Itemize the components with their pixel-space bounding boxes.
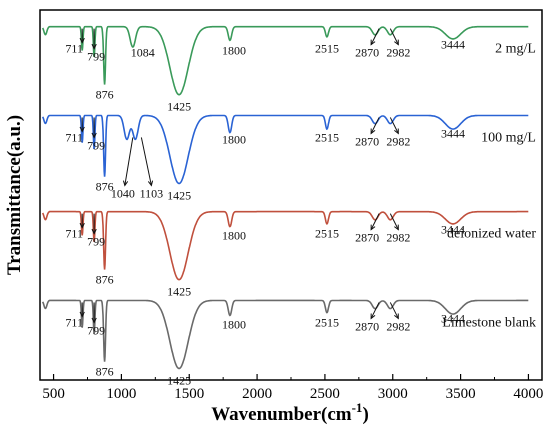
x-tick-label: 2500 (310, 386, 340, 402)
x-tick-label: 1500 (174, 386, 204, 402)
peak-arrowhead (79, 126, 85, 133)
x-axis-label-main: Wavenumber (211, 404, 321, 425)
peak-label: 2515 (315, 42, 339, 56)
x-axis-label: Wavenumber(cm-1) (211, 400, 369, 425)
peak-arrow (389, 302, 399, 319)
peak-arrowhead (370, 128, 376, 135)
peak-arrowhead (370, 313, 376, 320)
peak-label: 1425 (167, 188, 191, 202)
peak-arrow (370, 302, 380, 319)
peak-label: 3444 (441, 126, 465, 140)
peak-label: 711 (65, 130, 83, 144)
series-legend-label: 100 mg/L (481, 130, 536, 145)
peak-label: 1800 (222, 229, 246, 243)
peak-label: 2982 (386, 231, 410, 245)
peak-label: 876 (96, 87, 114, 101)
peak-arrow (370, 28, 380, 45)
peak-label: 2515 (315, 227, 339, 241)
peak-arrowhead (370, 39, 376, 46)
peak-arrowhead (91, 228, 97, 235)
peak-label: 1800 (222, 132, 246, 146)
x-axis-label-close: ) (362, 404, 368, 425)
x-tick-label: 4000 (513, 386, 543, 402)
series-legend-label: Limestone blank (442, 315, 536, 330)
peak-arrow (389, 213, 399, 230)
series-group: 711 799 876 1084 1425 1800 2515 2870 2982 3444 2 m… (41, 25, 536, 387)
peak-arrowhead (147, 180, 154, 187)
series-line (41, 210, 529, 281)
peak-label: 1800 (222, 317, 246, 331)
peak-arrowhead (79, 37, 85, 44)
peak-label: 1800 (222, 44, 246, 58)
x-tick-label: 3500 (446, 386, 476, 402)
peak-arrowhead (91, 43, 97, 50)
peak-label: 3444 (441, 223, 465, 237)
series-legend-label: 2 mg/L (495, 42, 536, 57)
peak-arrow (370, 117, 380, 134)
peak-label: 1425 (167, 373, 191, 387)
peak-label: 799 (87, 138, 105, 152)
series-legend-label: deionized water (447, 227, 536, 242)
peak-label: 711 (65, 42, 83, 56)
y-axis-label: Transmittance(a.u.) (4, 115, 25, 275)
peak-label: 2870 (355, 46, 379, 60)
peak-arrow (370, 213, 380, 230)
peak-arrow (124, 137, 134, 186)
peak-arrowhead (394, 128, 399, 135)
series-line (41, 25, 529, 96)
x-tick-label: 2000 (242, 386, 272, 402)
peak-label: 1040 (111, 186, 135, 200)
peak-label: 1425 (167, 285, 191, 299)
series-line (41, 299, 529, 370)
peak-label: 799 (87, 235, 105, 249)
peak-arrowhead (394, 39, 399, 46)
peak-label: 799 (87, 323, 105, 337)
peak-label: 3444 (441, 38, 465, 52)
peak-label: 711 (65, 227, 83, 241)
peak-arrowhead (79, 222, 85, 229)
peak-arrow (389, 28, 399, 45)
peak-label: 2870 (355, 319, 379, 333)
peak-label: 876 (96, 365, 114, 379)
x-axis-ticks: 500 1000 1500 2000 2500 3000 3500 4000 (42, 374, 543, 402)
peak-arrowhead (122, 180, 129, 187)
peak-arrow (140, 137, 152, 186)
peak-label: 711 (65, 315, 83, 329)
x-tick-label: 500 (42, 386, 65, 402)
peak-arrowhead (91, 317, 97, 324)
peak-label: 2870 (355, 231, 379, 245)
peak-arrow (389, 117, 399, 134)
x-tick-label: 1000 (106, 386, 136, 402)
x-tick-label: 3000 (378, 386, 408, 402)
peak-label: 2982 (386, 46, 410, 60)
peak-label: 2870 (355, 134, 379, 148)
peak-arrowhead (394, 313, 399, 320)
peak-label: 876 (96, 180, 114, 194)
peak-arrowhead (370, 224, 376, 231)
peak-label: 2982 (386, 134, 410, 148)
peak-label: 876 (96, 272, 114, 286)
peak-label: 3444 (441, 311, 465, 325)
peak-arrowhead (91, 132, 97, 139)
x-axis-label-unit: (cm (321, 404, 352, 425)
peak-label: 2515 (315, 315, 339, 329)
x-axis-label-sup: -1 (352, 400, 363, 415)
peak-label: 1425 (167, 100, 191, 114)
peak-label: 2515 (315, 130, 339, 144)
peak-label: 2982 (386, 319, 410, 333)
peak-arrowhead (79, 311, 85, 318)
peak-label: 1084 (131, 46, 155, 60)
peak-label: 1103 (140, 186, 164, 200)
peak-arrowhead (394, 224, 399, 231)
peak-label: 799 (87, 50, 105, 64)
series-line (41, 114, 529, 185)
